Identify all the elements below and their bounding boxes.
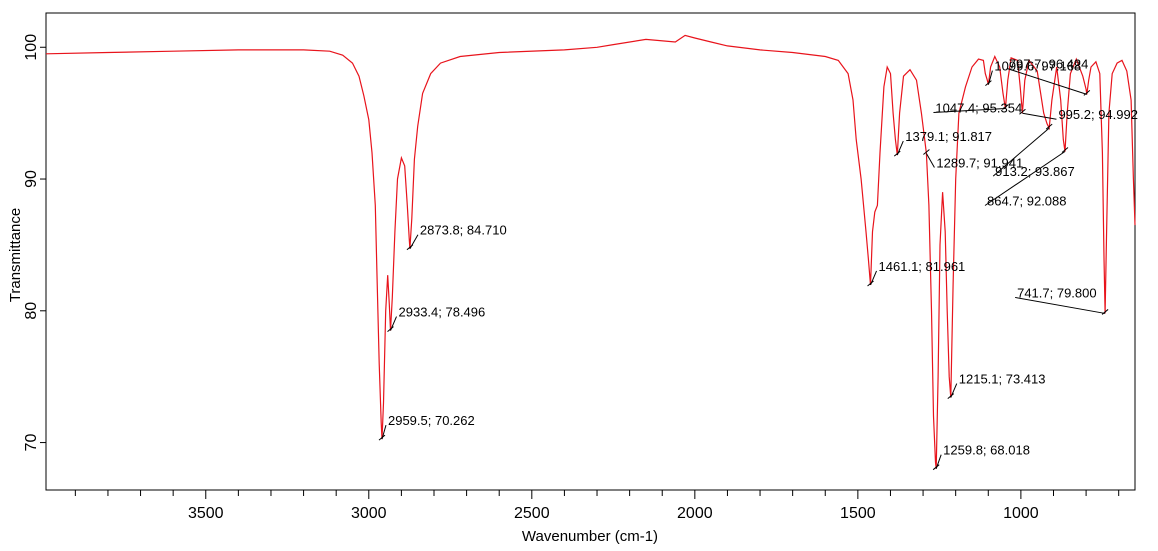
peak-label: 1215.1; 73.413 [959,372,1046,387]
peak-leader-line [925,153,935,168]
peak-label: 2959.5; 70.262 [388,413,475,428]
y-tick-label: 80 [23,302,40,320]
peak-marker [923,149,930,155]
peak-marker [1045,123,1053,130]
peak-marker [1083,89,1091,96]
spectrum-line [45,34,1136,469]
peak-leader-line [870,270,878,286]
x-tick-label: 1500 [840,505,876,522]
peak-leader-line [935,454,942,469]
peak-leader-line [950,383,958,398]
x-tick-label: 1000 [1003,505,1039,522]
peak-label: 2873.8; 84.710 [420,223,507,238]
x-tick-label: 2500 [514,505,550,522]
y-tick-label: 90 [23,170,40,188]
x-axis: 3500 3000 2500 2000 1500 1000 [74,490,1120,522]
peak-leader-line [987,70,993,85]
peak-leader-line [1022,112,1057,120]
peak-label: 1461.1; 81.961 [879,259,966,274]
peak-label: 1259.8; 68.018 [943,443,1030,458]
y-axis: 70 80 90 100 [23,34,46,452]
peak-leader-line [896,140,904,156]
x-tick-label: 2000 [677,505,713,522]
y-tick-label: 100 [23,34,40,61]
peak-label: 1289.7; 91.941 [936,155,1023,170]
peak-leader-line [984,151,1066,206]
peak-label: 2933.4; 78.496 [399,305,486,320]
peak-leader-line [390,316,397,331]
peak-leader-line [381,424,387,440]
y-axis-title: Transmittance [7,208,24,302]
peak-label: 864.7; 92.088 [987,194,1067,209]
peak-label: 995.2; 94.992 [1058,107,1138,122]
y-tick-label: 70 [23,434,40,452]
x-tick-label: 3000 [351,505,387,522]
peak-leader-line [1006,67,1087,95]
peak-marker [1061,147,1069,153]
peak-label: 797.7; 96.424 [1009,56,1089,71]
peak-marker [932,464,940,471]
peak-label: 741.7; 79.800 [1017,285,1097,300]
peak-marker [387,326,394,332]
peak-label: 1047.4; 95.354 [935,100,1022,115]
peak-leader-line [933,107,1006,113]
peak-leader-line [409,234,419,249]
plot-frame [45,12,1136,491]
peak-marker [893,150,901,157]
x-tick-label: 3500 [188,505,224,522]
peak-marker [947,393,955,399]
peak-label: 1099.6; 97.168 [994,59,1081,74]
peak-marker [1019,108,1026,115]
x-axis-title: Wavenumber (cm-1) [522,528,658,545]
peak-label: 1379.1; 91.817 [905,129,992,144]
peak-marker [867,280,874,287]
peak-marker [1101,309,1109,315]
peak-leader-line [992,127,1050,177]
peak-leader-line [1015,296,1106,314]
peak-annotations: 2959.5; 70.262 2933.4; 78.496 2873.8; 84.7… [378,56,1138,471]
